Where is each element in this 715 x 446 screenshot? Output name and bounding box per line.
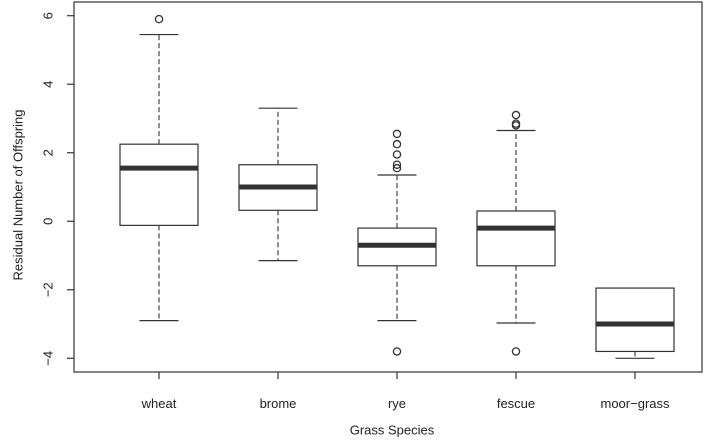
box-fescue — [476, 210, 556, 267]
y-axis-title: Residual Number of Offspring — [10, 109, 26, 281]
x-axis-title: Grass Species — [349, 422, 435, 438]
outlier-point — [511, 119, 521, 128]
x-tick-label: brome — [260, 396, 297, 411]
x-tick-label: wheat — [141, 396, 177, 411]
x-tick-label: moor−grass — [601, 396, 670, 411]
y-tick-label: 0 — [41, 218, 56, 225]
outlier-point — [392, 347, 402, 356]
outlier-point — [392, 163, 402, 173]
y-tick-label: 4 — [41, 81, 56, 88]
y-tick-label: −4 — [41, 351, 56, 366]
plot-frame — [73, 1, 703, 373]
outlier-point — [511, 110, 521, 120]
y-tick-label: 2 — [41, 149, 56, 156]
box-wheat — [119, 143, 199, 226]
y-tick-label: 6 — [41, 12, 56, 19]
box-moor−grass — [595, 287, 675, 353]
x-tick-label: fescue — [497, 396, 535, 411]
outlier-point — [511, 347, 521, 356]
outlier-point — [154, 14, 164, 24]
outlier-point — [392, 160, 402, 169]
outlier-point — [392, 150, 402, 159]
y-tick-label: −2 — [41, 282, 56, 297]
outlier-point — [392, 139, 402, 149]
outlier-point — [392, 129, 402, 139]
x-tick-label: rye — [388, 396, 406, 411]
